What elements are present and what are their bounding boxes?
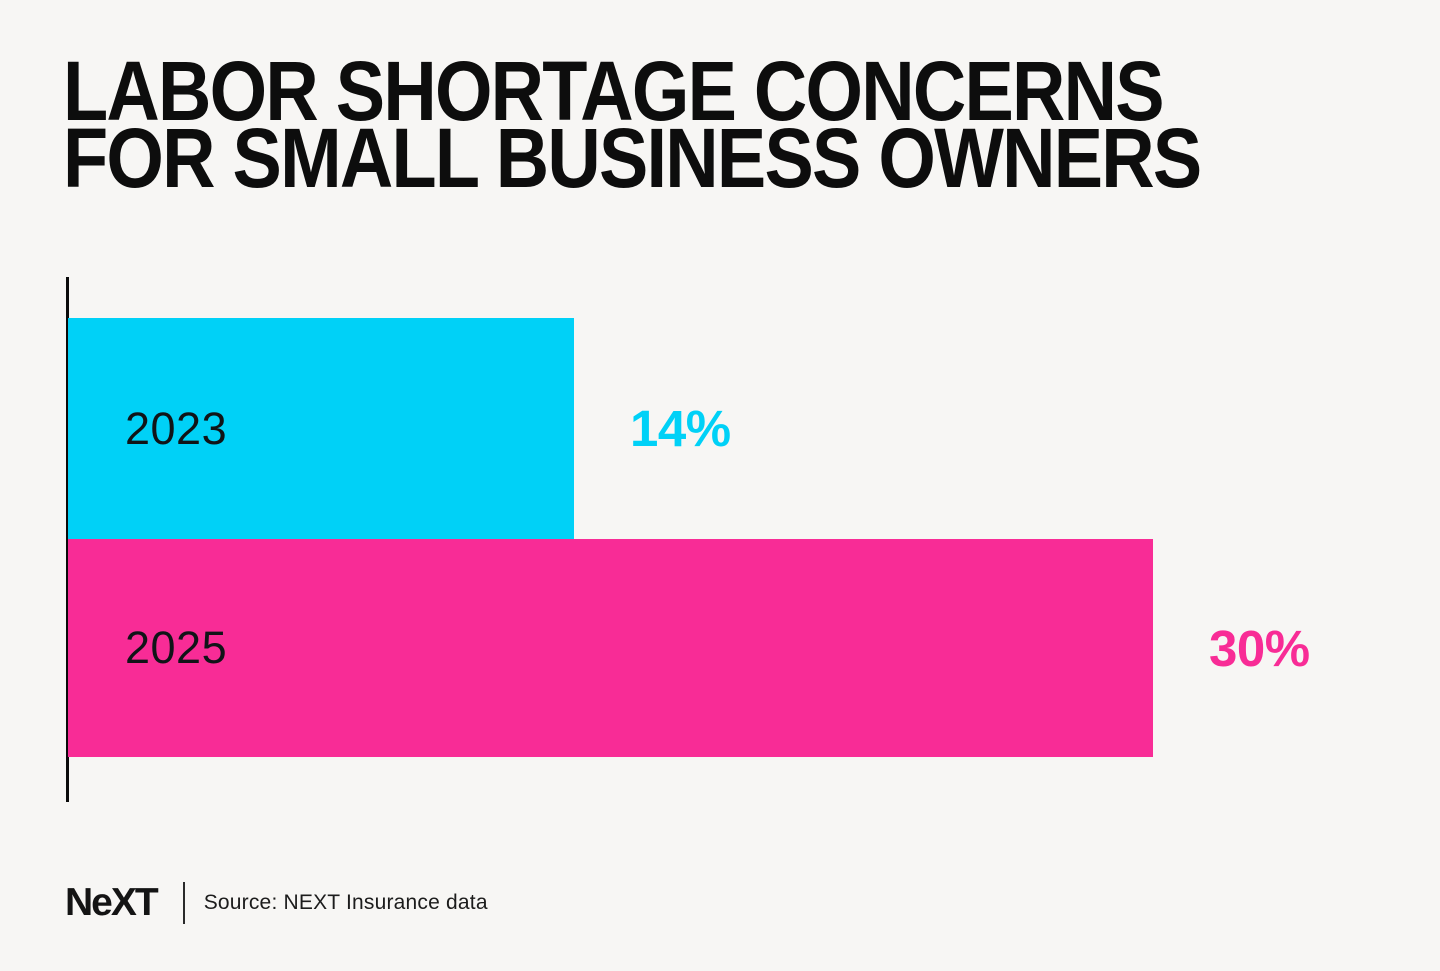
bar-label-2023: 2023 — [125, 402, 228, 454]
bar-row-2023: 2023 14% — [68, 318, 731, 539]
footer-divider — [182, 882, 185, 924]
source-text: Source: NEXT Insurance data — [203, 891, 488, 914]
bar-2023: 2023 — [68, 318, 574, 539]
page-title-line-1: LABOR SHORTAGE CONCERNS — [63, 44, 1165, 138]
bar-2025: 2025 — [68, 539, 1153, 757]
bar-row-2025: 2025 30% — [68, 539, 1310, 757]
page-title: LABOR SHORTAGE CONCERNS FOR SMALL BUSINE… — [63, 49, 1202, 200]
bar-value-2023: 14% — [630, 400, 731, 457]
footer: NeXT Source: NEXT Insurance data — [65, 879, 488, 927]
bar-value-2025: 30% — [1209, 619, 1310, 677]
y-axis-line — [66, 277, 69, 802]
bar-label-2025: 2025 — [125, 622, 228, 673]
next-logo: NeXT — [65, 881, 159, 924]
page-title-line-2: FOR SMALL BUSINESS OWNERS — [63, 111, 1202, 205]
